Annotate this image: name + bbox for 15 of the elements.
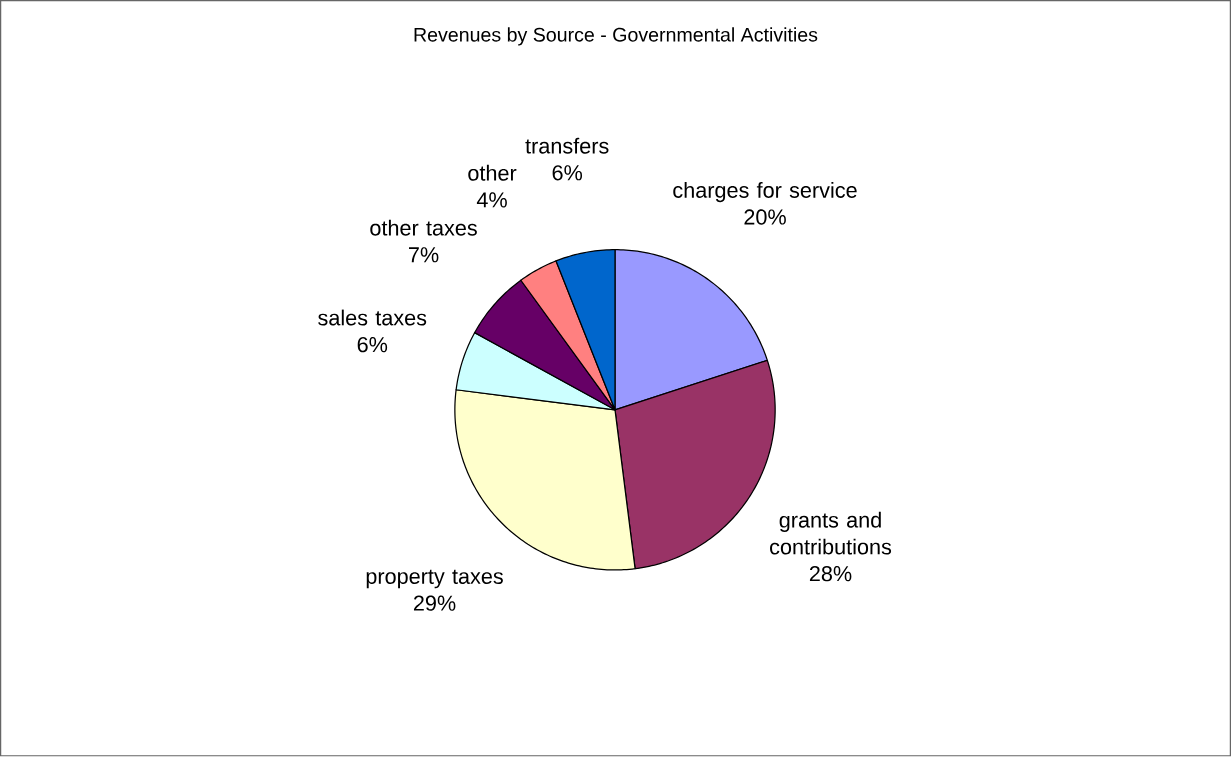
slice-label: other xyxy=(468,165,517,181)
data-label: 29% xyxy=(413,595,456,612)
chart-title: Revenues by Source - Governmental Activities xyxy=(414,27,818,46)
slice-label: other taxes xyxy=(370,219,477,236)
slice-label: grants and contributions xyxy=(770,512,892,555)
data-label: 20% xyxy=(744,209,786,225)
data-label: 4% xyxy=(476,192,507,208)
data-label: 6% xyxy=(357,337,388,353)
data-label: 6% xyxy=(552,165,583,181)
slice-label: property taxes xyxy=(366,570,503,589)
slice-label: sales taxes xyxy=(318,309,427,326)
data-label: 28% xyxy=(809,566,852,582)
slice-label: charges for service xyxy=(673,182,857,203)
data-label: 7% xyxy=(409,247,439,263)
slice-label: transfers xyxy=(525,137,609,154)
